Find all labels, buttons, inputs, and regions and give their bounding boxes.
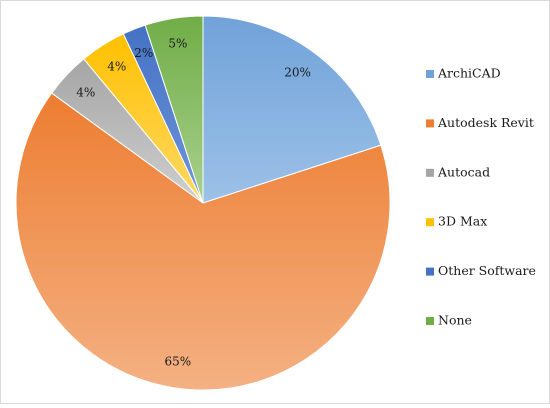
pie-slice-labels: 20% 65% 4% 4% 2% 5% <box>76 37 311 369</box>
slice-label-other-software: 2% <box>134 46 153 60</box>
pie-slices <box>15 15 391 391</box>
legend-label-autocad: Autocad <box>437 164 490 179</box>
legend-swatch-autodesk-revit <box>426 119 434 128</box>
legend-label-3d-max: 3D Max <box>438 214 487 229</box>
legend-swatch-archicad <box>426 70 434 78</box>
slice-label-autodesk-revit: 65% <box>165 354 192 368</box>
slice-label-archicad: 20% <box>284 65 311 79</box>
legend-swatch-none <box>426 317 434 325</box>
legend-label-other-software: Other Software <box>438 263 536 278</box>
legend-swatch-other-software <box>426 267 434 276</box>
pie-slice-archicad <box>202 15 382 204</box>
legend-swatch-autocad <box>426 168 434 177</box>
slice-label-none: 5% <box>168 37 187 51</box>
legend-label-none: None <box>438 313 472 328</box>
slice-label-autocad: 4% <box>76 85 95 99</box>
legend-swatch-3d-max <box>426 218 434 227</box>
legend: ArchiCAD Autodesk Revit Autocad 3D Max Other… <box>426 66 536 328</box>
pie-slice-none <box>144 15 204 204</box>
slice-label-3d-max: 4% <box>107 60 126 74</box>
pie-slice-autodesk-revit <box>15 92 391 391</box>
legend-label-autodesk-revit: Autodesk Revit <box>437 115 534 130</box>
legend-label-archicad: ArchiCAD <box>437 66 501 81</box>
